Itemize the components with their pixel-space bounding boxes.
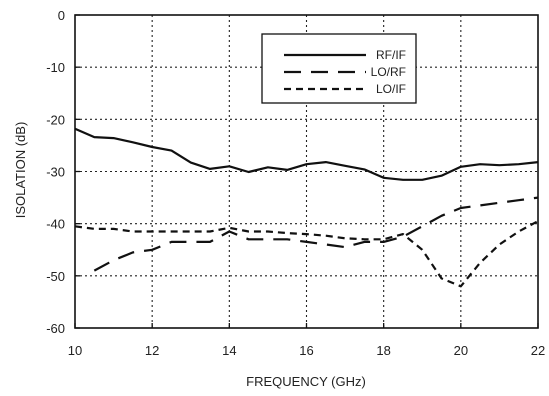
legend-label-lo-rf: LO/RF — [371, 65, 406, 79]
legend-label-lo-if: LO/IF — [376, 82, 406, 96]
legend-box — [261, 33, 417, 104]
y-tick-label: -20 — [46, 112, 65, 127]
y-tick-label: -30 — [46, 165, 65, 180]
x-tick-label: 14 — [222, 343, 236, 358]
grid — [75, 15, 538, 328]
axis-ticks: 10 12 14 16 18 20 22 0 -10 -20 -30 -40 -50 -60 — [46, 8, 545, 358]
y-tick-label: -40 — [46, 217, 65, 232]
legend-label-rf-if: RF/IF — [376, 48, 406, 62]
series-line-lo-if — [74, 220, 539, 288]
legend: RF/IF LO/RF LO/IF — [261, 33, 417, 104]
x-axis-title: FREQUENCY (GHz) — [246, 374, 366, 389]
x-tick-label: 18 — [376, 343, 390, 358]
x-tick-label: 12 — [145, 343, 159, 358]
y-tick-label: -50 — [46, 269, 65, 284]
series-lines — [74, 127, 539, 288]
series-line-rf-if — [74, 127, 539, 181]
x-tick-label: 10 — [68, 343, 82, 358]
x-tick-label: 20 — [454, 343, 468, 358]
y-tick-label: -10 — [46, 60, 65, 75]
x-tick-label: 16 — [299, 343, 313, 358]
x-tick-label: 22 — [531, 343, 545, 358]
series-line-lo-rf — [93, 196, 539, 272]
y-axis-title: ISOLATION (dB) — [13, 122, 28, 219]
y-tick-label: -60 — [46, 321, 65, 336]
y-tick-label: 0 — [58, 8, 65, 23]
